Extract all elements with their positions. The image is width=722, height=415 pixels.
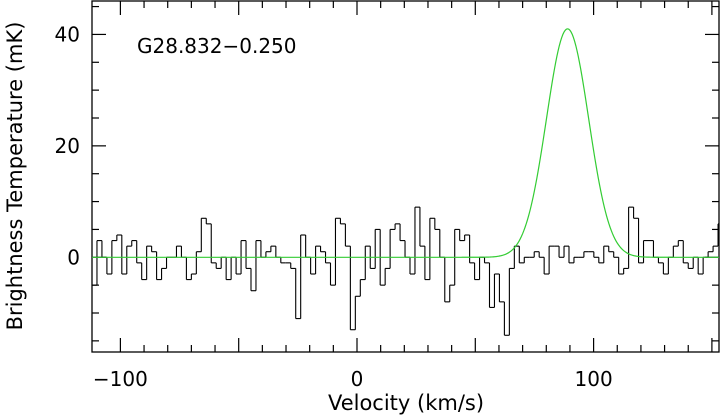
x-tick-label-1: 0: [351, 367, 364, 391]
x-axis-label: Velocity (km/s): [328, 391, 484, 415]
y-tick-label-2: 40: [55, 22, 80, 46]
y-tick-label-0: 0: [67, 245, 80, 269]
tick-labels: −100 0 100 0 20 40: [55, 22, 613, 391]
y-axis-label: Brightness Temperature (mK): [3, 22, 27, 331]
spectrum-risers: [96, 207, 719, 336]
plot-frame: [91, 0, 720, 353]
x-tick-label-2: 100: [575, 367, 613, 391]
spectrum-histogram: [92, 206, 719, 336]
y-tick-label-1: 20: [55, 134, 80, 158]
series-group: [92, 28, 719, 336]
source-annotation: G28.832−0.250: [137, 34, 297, 58]
x-tick-label-0: −100: [93, 367, 148, 391]
gaussian-fit-line: [92, 28, 719, 258]
